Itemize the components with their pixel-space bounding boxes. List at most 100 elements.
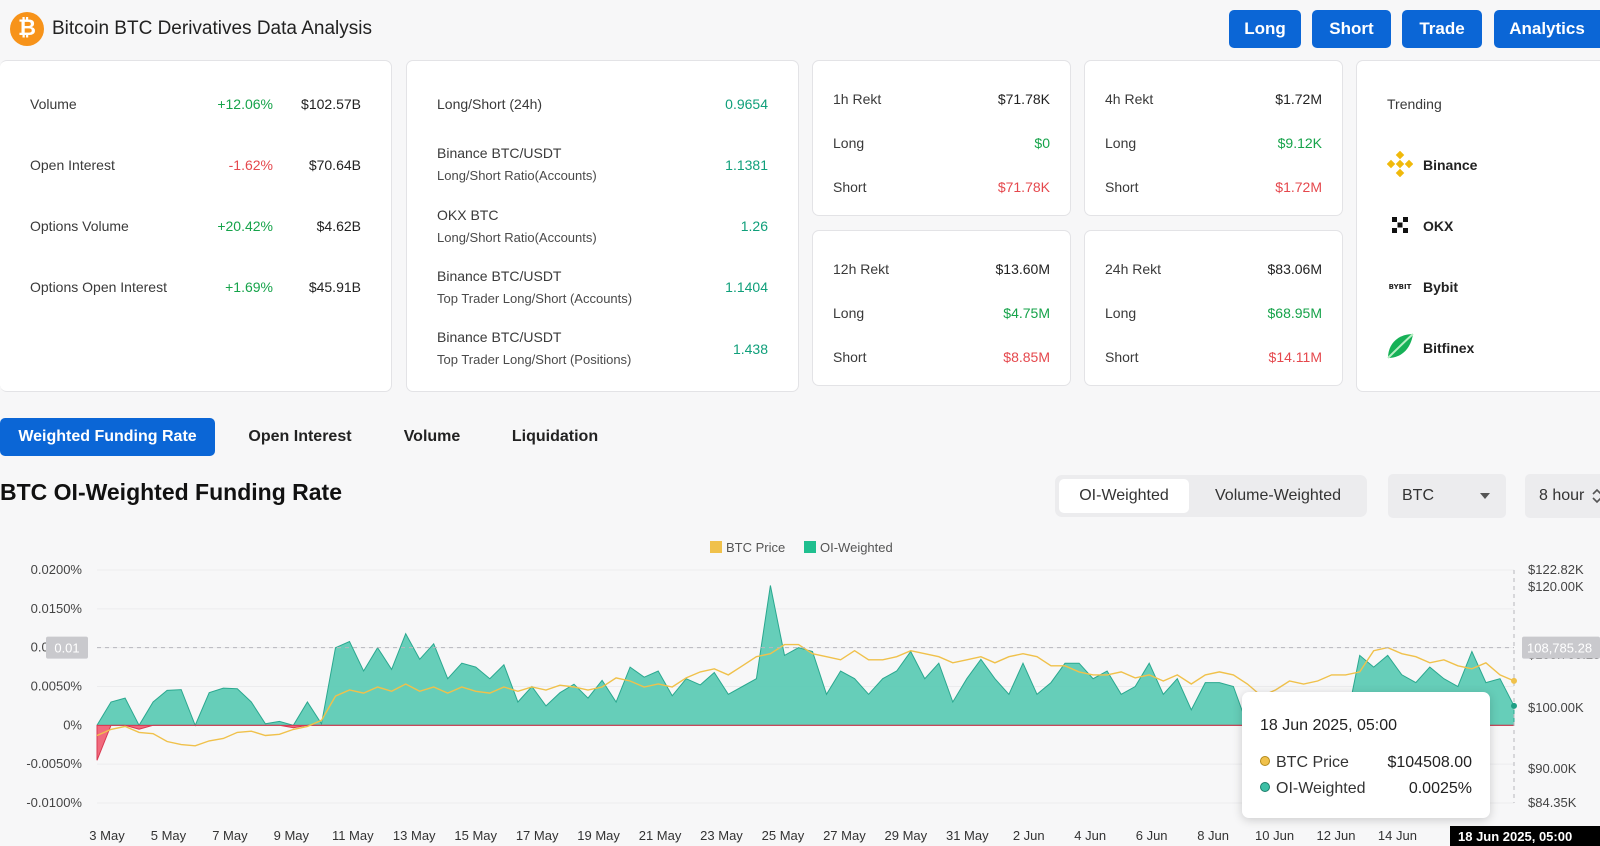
stat-value: $4.62B <box>316 218 361 234</box>
bitfinex-icon <box>1387 333 1414 359</box>
rekt-short-label: Short <box>1105 349 1139 365</box>
ratio-header-value: 0.9654 <box>725 96 768 112</box>
rekt-long-value: $68.95M <box>1267 305 1322 321</box>
legend-item-btc-price[interactable]: BTC Price <box>710 540 785 555</box>
rekt-card-24h: 24h Rekt $83.06M Long $68.95M Short $14.… <box>1084 230 1343 386</box>
stat-value: $45.91B <box>308 279 361 295</box>
tooltip-oi-label: OI-Weighted <box>1260 780 1366 798</box>
long-button[interactable]: Long <box>1229 10 1301 48</box>
tooltip-oi-value: 0.0025% <box>1408 780 1472 797</box>
ratio-sub-label: Top Trader Long/Short (Accounts) <box>437 291 633 306</box>
rekt-long-label: Long <box>1105 135 1137 151</box>
y-left-tick-label: 0.0050% <box>31 679 83 694</box>
okx-icon <box>1392 217 1408 233</box>
stat-change: +20.42% <box>217 218 273 234</box>
stat-label: Options Volume <box>30 218 129 234</box>
rekt-title: 12h Rekt <box>833 261 890 277</box>
rekt-short-label: Short <box>833 349 867 365</box>
trending-item-label: Bitfinex <box>1423 340 1475 356</box>
x-tick-label: 12 Jun <box>1316 828 1355 843</box>
oi-weighted-option[interactable]: OI-Weighted <box>1059 479 1189 513</box>
rekt-short-label: Short <box>1105 179 1139 195</box>
crosshair-right-badge <box>1522 636 1600 659</box>
y-left-tick-label: -0.0100% <box>26 795 82 810</box>
legend-swatch <box>804 541 816 553</box>
tab-weighted-funding-rate[interactable]: Weighted Funding Rate <box>0 418 215 456</box>
stat-label: Volume <box>30 96 77 112</box>
trending-title: Trending <box>1387 96 1442 112</box>
interval-select[interactable]: 8 hour <box>1525 474 1600 518</box>
rekt-short-value: $8.85M <box>1003 349 1050 365</box>
legend-item-oi-weighted[interactable]: OI-Weighted <box>804 540 893 555</box>
ratio-value: 1.26 <box>740 218 768 234</box>
x-tick-label: 6 Jun <box>1136 828 1168 843</box>
rekt-short-value: $1.72M <box>1275 179 1322 195</box>
chart-title: BTC OI-Weighted Funding Rate <box>0 479 342 505</box>
x-tick-label: 21 May <box>639 828 682 843</box>
x-tick-label: 5 May <box>151 828 187 843</box>
volume-weighted-option[interactable]: Volume-Weighted <box>1215 487 1341 504</box>
x-tick-label: 27 May <box>823 828 866 843</box>
chart-tooltip: 18 Jun 2025, 05:00 BTC Price $104508.00 … <box>1242 692 1490 818</box>
ratio-label: Binance BTC/USDT <box>437 329 562 345</box>
legend-swatch <box>710 541 722 553</box>
btc-price-line <box>96 643 1515 747</box>
x-tick-label: 19 May <box>577 828 620 843</box>
y-right-tick-label: $122.82K <box>1528 562 1584 577</box>
rekt-long-value: $4.75M <box>1003 305 1050 321</box>
short-button[interactable]: Short <box>1312 10 1391 48</box>
trade-button[interactable]: Trade <box>1402 10 1482 48</box>
rekt-long-label: Long <box>1105 305 1137 321</box>
x-tick-label: 14 Jun <box>1378 828 1417 843</box>
rekt-card-4h: 4h Rekt $1.72M Long $9.12K Short $1.72M <box>1084 60 1343 216</box>
rekt-card-1h: 1h Rekt $71.78K Long $0 Short $71.78K <box>812 60 1071 216</box>
trending-item-label: Bybit <box>1423 279 1458 295</box>
y-right-tick-label: $100.00K <box>1528 700 1584 715</box>
y-left-tick-label: -0.0050% <box>26 756 82 771</box>
tab-open-interest[interactable]: Open Interest <box>248 428 352 445</box>
ratio-sub-label: Long/Short Ratio(Accounts) <box>437 168 597 183</box>
rekt-long-label: Long <box>833 135 865 151</box>
rekt-short-value: $71.78K <box>997 179 1050 195</box>
market-stats-card: Volume +12.06% $102.57B Open Interest -1… <box>0 60 392 392</box>
x-tick-label: 15 May <box>454 828 497 843</box>
tab-liquidation[interactable]: Liquidation <box>511 428 599 445</box>
crosshair-x-label: 18 Jun 2025, 05:00 <box>1458 829 1572 844</box>
tooltip-btc-price-value: $104508.00 <box>1387 754 1472 771</box>
weighting-toggle: OI-Weighted Volume-Weighted <box>1055 475 1367 517</box>
rekt-long-value: $0 <box>1034 135 1050 151</box>
chevron-down-icon <box>1480 493 1490 499</box>
rekt-total: $71.78K <box>997 91 1050 107</box>
rekt-total: $13.60M <box>995 261 1050 277</box>
page-title: Bitcoin BTC Derivatives Data Analysis <box>52 18 372 39</box>
tooltip-btc-price-label: BTC Price <box>1260 754 1349 772</box>
y-left-tick-label: 0.0200% <box>31 562 83 577</box>
stat-label: Open Interest <box>30 157 115 173</box>
rekt-short-value: $14.11M <box>1268 349 1322 365</box>
tab-volume[interactable]: Volume <box>403 428 461 445</box>
rekt-long-value: $9.12K <box>1277 135 1322 151</box>
bybit-icon: BYBIT <box>1389 283 1412 291</box>
long-short-ratio-card: Long/Short (24h) 0.9654 Binance BTC/USDT… <box>406 60 799 392</box>
y-left-tick-label: 0% <box>63 717 82 732</box>
rekt-title: 4h Rekt <box>1105 91 1154 107</box>
analytics-button[interactable]: Analytics <box>1494 10 1600 48</box>
btc-price-point <box>1511 677 1517 684</box>
x-tick-label: 2 Jun <box>1013 828 1045 843</box>
x-tick-label: 10 Jun <box>1255 828 1294 843</box>
rekt-total: $1.72M <box>1275 91 1322 107</box>
y-right-tick-label: $120.00K <box>1528 579 1584 594</box>
x-tick-label: 4 Jun <box>1074 828 1106 843</box>
asset-select[interactable]: BTC <box>1388 474 1506 518</box>
header: ₿ Bitcoin BTC Derivatives Data Analysis … <box>0 0 1600 58</box>
y-left-tick-label: 0.0150% <box>31 601 83 616</box>
x-tick-label: 3 May <box>89 828 125 843</box>
crosshair-x-badge <box>1450 826 1600 846</box>
stat-change: +12.06% <box>217 96 273 112</box>
ratio-value: 1.1404 <box>725 279 768 295</box>
asset-select-value: BTC <box>1402 487 1434 504</box>
x-tick-label: 31 May <box>946 828 989 843</box>
ratio-value: 1.1381 <box>725 157 768 173</box>
legend-label: OI-Weighted <box>820 540 893 555</box>
y-right-tick-label: $84.35K <box>1528 795 1577 810</box>
